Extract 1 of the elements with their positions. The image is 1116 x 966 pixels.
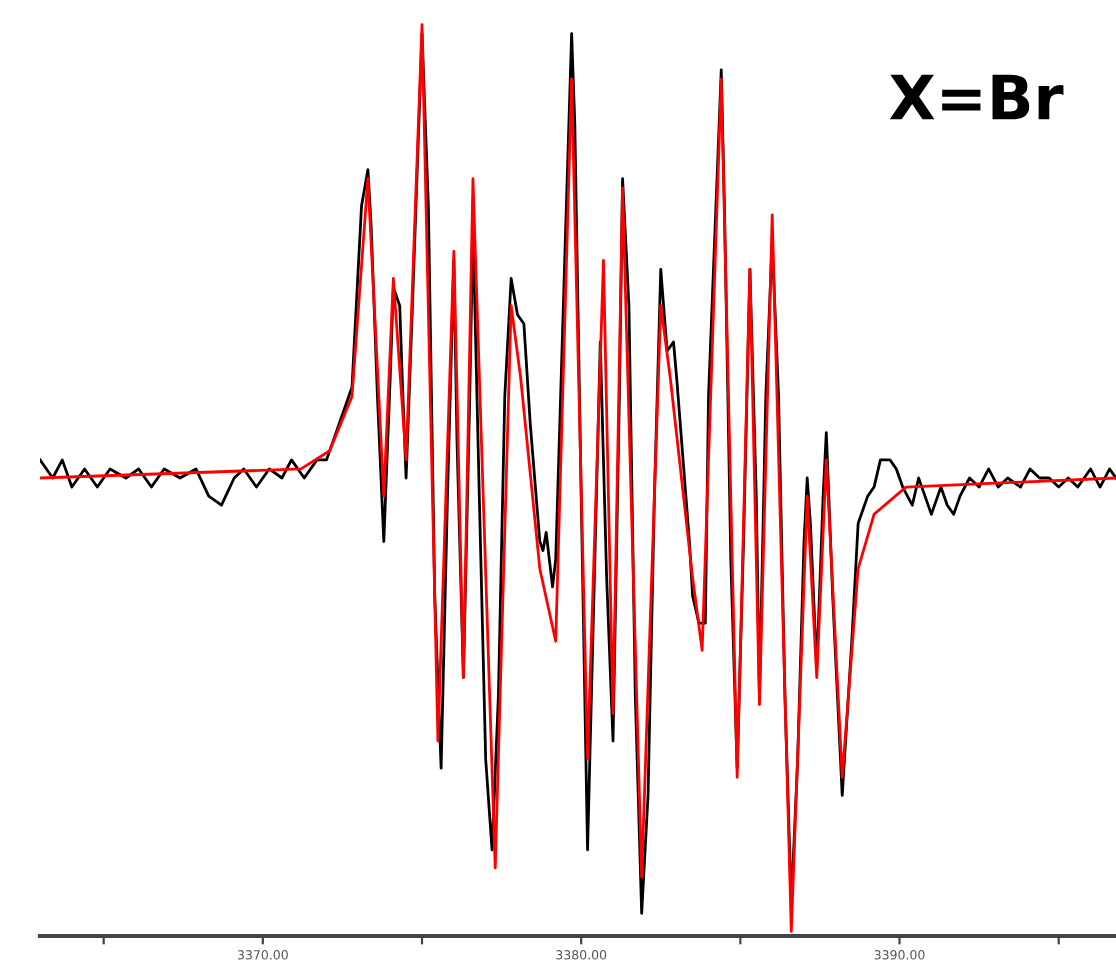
annotation: X=Br (889, 74, 1064, 120)
